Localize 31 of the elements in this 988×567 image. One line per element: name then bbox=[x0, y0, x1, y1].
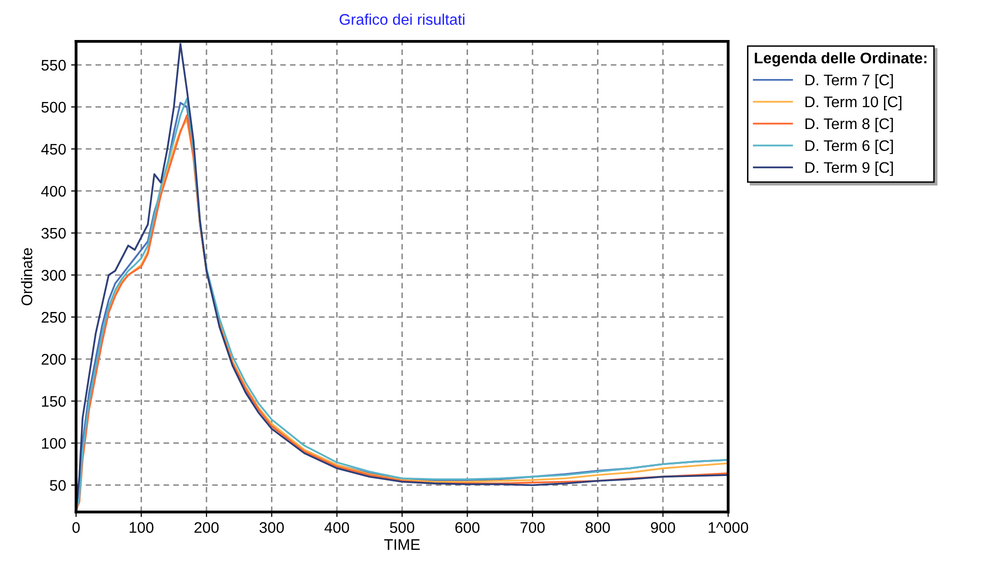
y-tick-label: 350 bbox=[41, 228, 66, 239]
y-tick-label: 100 bbox=[42, 438, 66, 449]
y-axis-title: Ordinate bbox=[21, 248, 32, 306]
x-tick-label: 300 bbox=[260, 522, 284, 533]
y-tick-label: 150 bbox=[42, 396, 66, 407]
x-tick-label: 600 bbox=[455, 522, 480, 533]
y-tick-label: 400 bbox=[41, 186, 66, 197]
x-tick-label: 800 bbox=[586, 522, 610, 533]
y-tick-label: 50 bbox=[50, 480, 66, 491]
legend-title: Legenda delle Ordinate: bbox=[754, 52, 926, 67]
legend-label: D. Term 7 [C] bbox=[806, 74, 893, 88]
y-tick-label: 200 bbox=[42, 354, 66, 365]
x-tick-label: 700 bbox=[520, 522, 545, 533]
legend-label: D. Term 6 [C] bbox=[806, 140, 893, 154]
legend-label: D. Term 8 [C] bbox=[806, 118, 893, 132]
x-tick-label: 100 bbox=[130, 522, 154, 533]
legend-label: D. Term 10 [C] bbox=[806, 96, 902, 110]
x-tick-label: 400 bbox=[324, 522, 350, 533]
x-tick-label: 200 bbox=[194, 522, 219, 533]
chart-title: Grafico dei risultati bbox=[340, 14, 464, 25]
x-tick-label: 0 bbox=[72, 522, 80, 533]
y-tick-label: 250 bbox=[42, 312, 66, 323]
y-tick-label: 500 bbox=[41, 102, 66, 113]
x-tick-label: 1^000 bbox=[708, 522, 748, 533]
x-tick-label: 900 bbox=[650, 522, 676, 533]
x-tick-label: 500 bbox=[390, 522, 414, 533]
legend-label: D. Term 9 [C] bbox=[806, 162, 893, 176]
y-tick-label: 550 bbox=[41, 60, 66, 71]
x-axis-title: TIME bbox=[384, 539, 420, 550]
y-tick-label: 300 bbox=[41, 270, 66, 281]
y-tick-label: 450 bbox=[41, 144, 66, 155]
